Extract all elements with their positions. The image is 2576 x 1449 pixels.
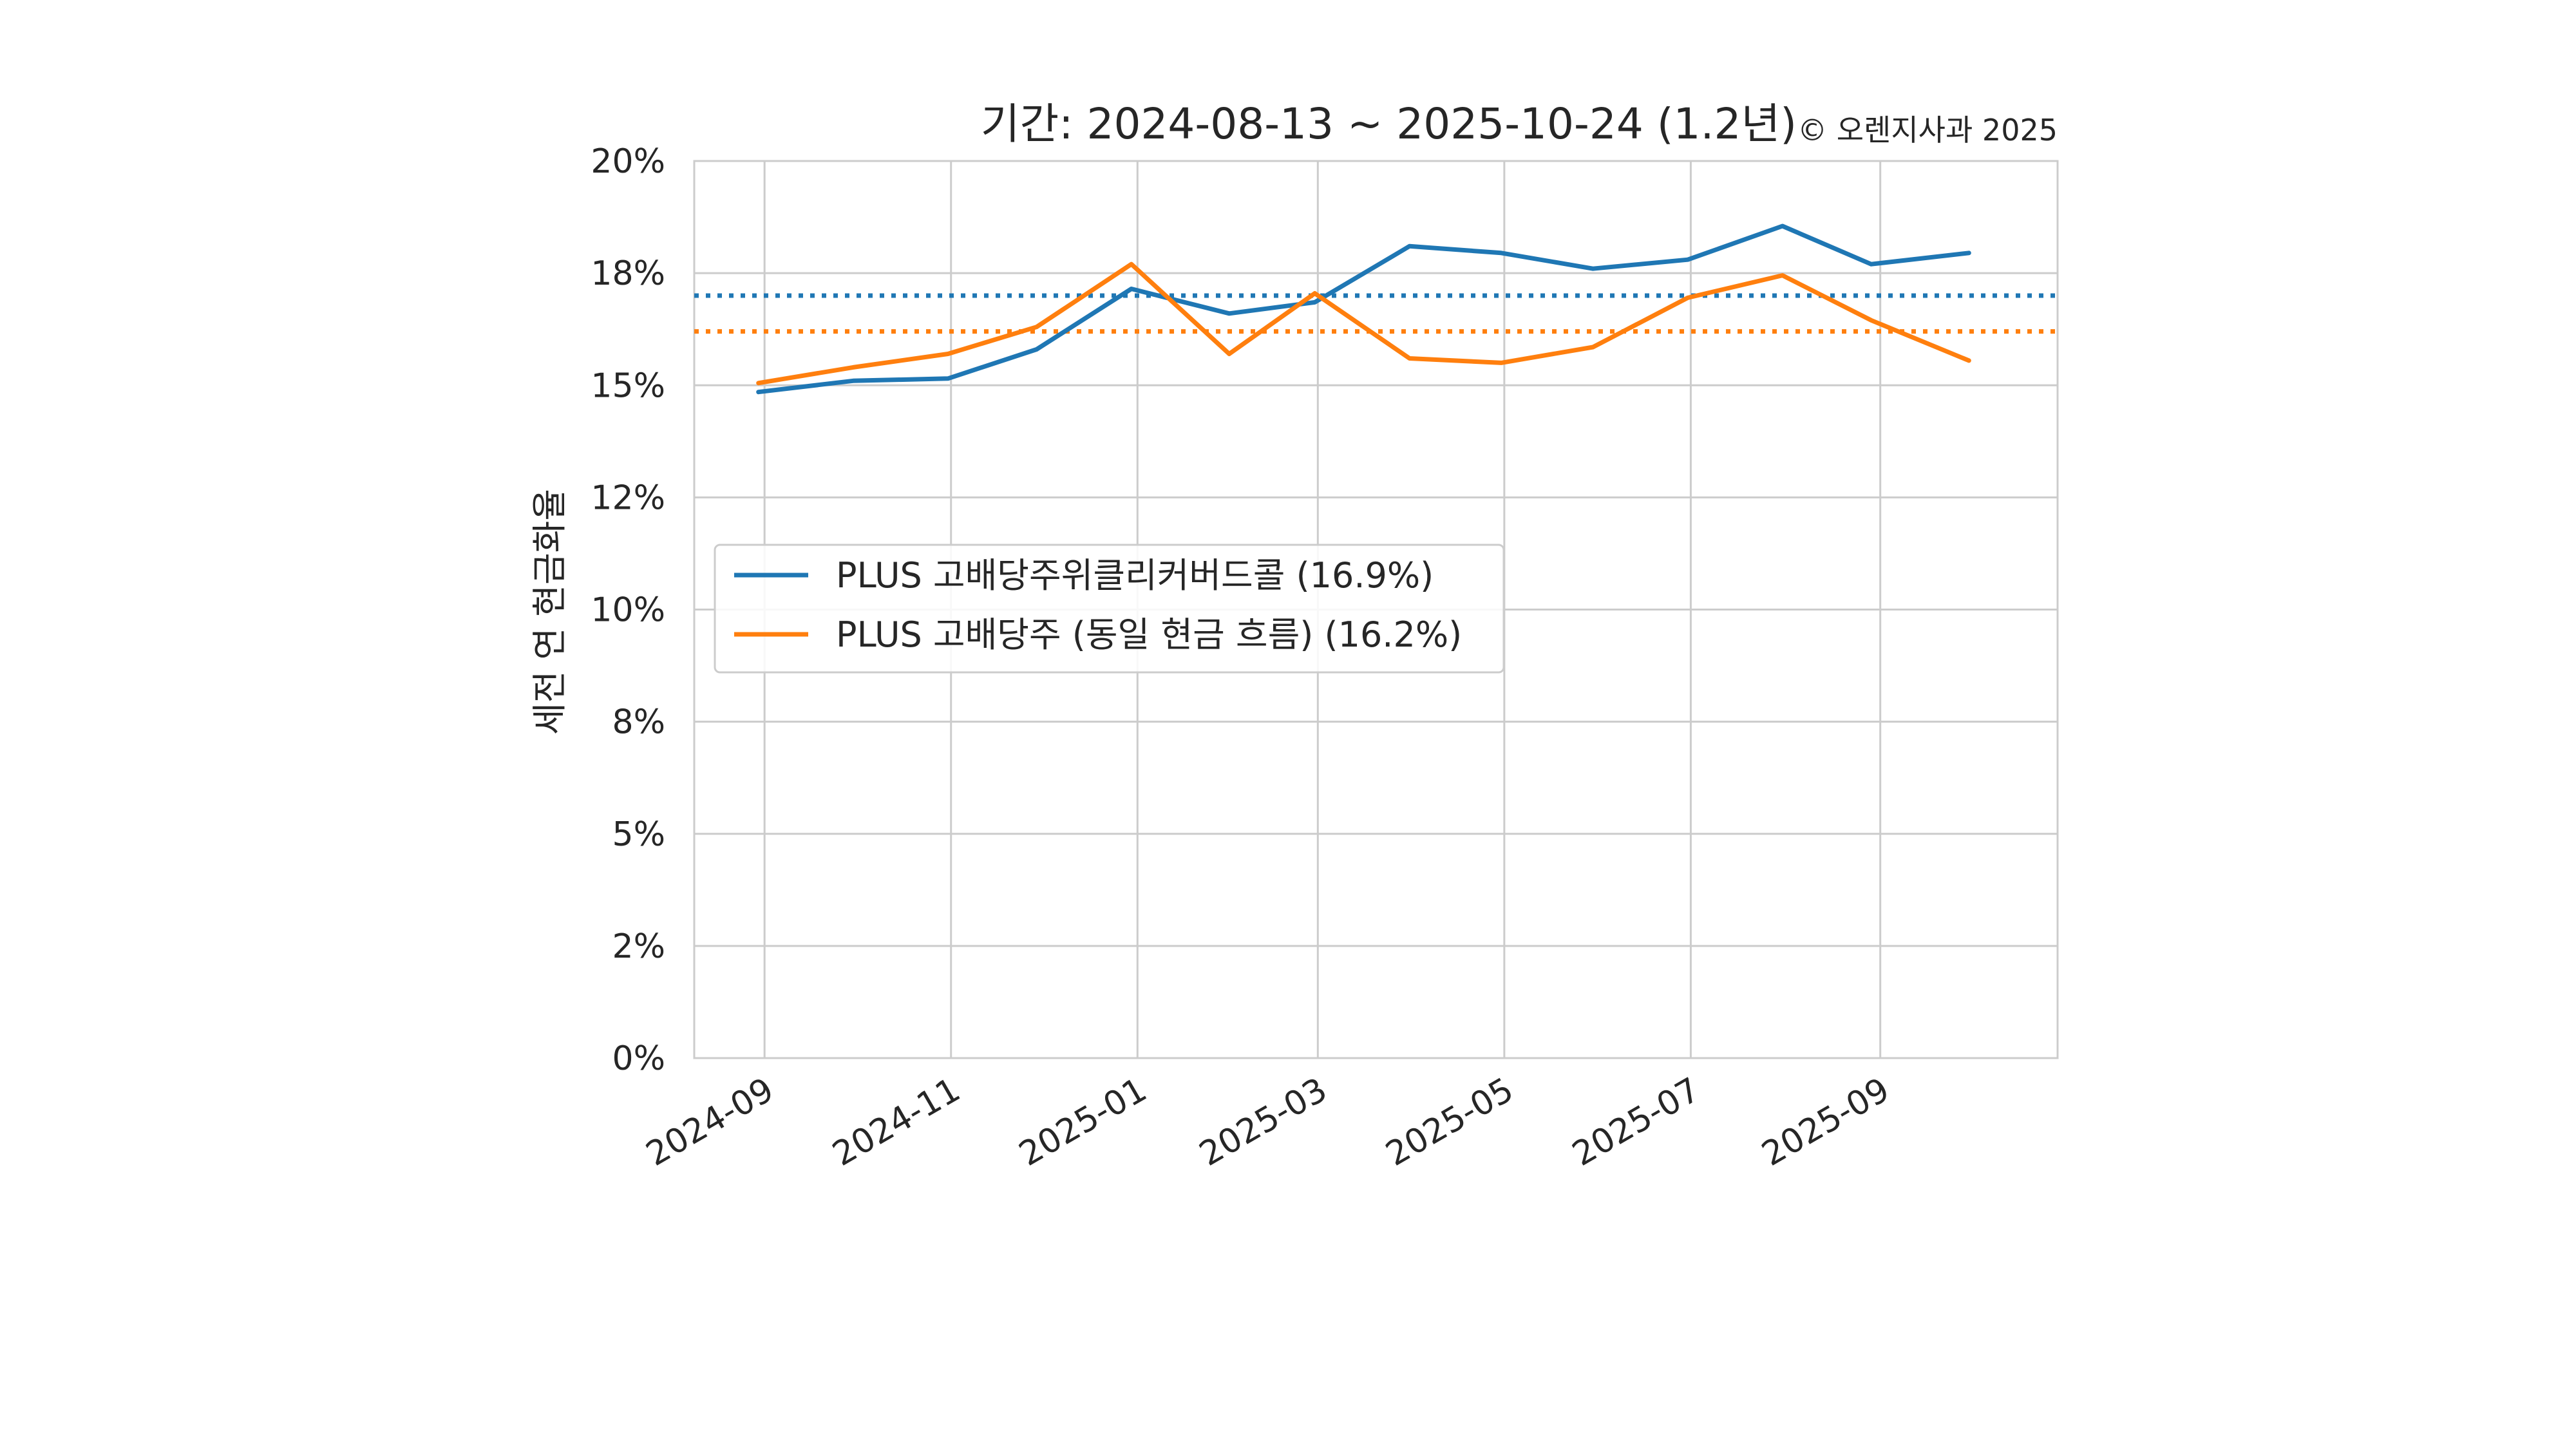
mean-lines bbox=[694, 293, 2058, 334]
y-tick-label: 8% bbox=[612, 703, 666, 742]
chart-title: 기간: 2024-08-13 ~ 2025-10-24 (1.2년) bbox=[981, 99, 1797, 149]
y-tick-label: 20% bbox=[591, 142, 665, 181]
series-line-2 bbox=[756, 261, 1971, 386]
legend-box bbox=[714, 544, 1505, 674]
y-tick-label: 12% bbox=[591, 478, 665, 517]
y-tick-label: 15% bbox=[591, 366, 665, 405]
plot-frame bbox=[693, 160, 2059, 1059]
legend-label-series-2: PLUS 고배당주 (동일 현금 흐름) (16.2%) bbox=[836, 614, 1462, 655]
y-axis-label: 세전 연 현금화율 bbox=[529, 489, 570, 735]
legend: PLUS 고배당주위클리커버드콜 (16.9%) PLUS 고배당주 (동일 현… bbox=[714, 544, 1505, 674]
y-tick-labels: 0% 2% 5% 8% 10% 12% 15% 18% 20% bbox=[591, 142, 665, 1078]
series-line-1 bbox=[756, 223, 1971, 395]
series-lines bbox=[756, 223, 1971, 395]
y-tick-label: 10% bbox=[591, 591, 665, 630]
y-tick-label: 0% bbox=[612, 1039, 666, 1078]
legend-label-series-1: PLUS 고배당주위클리커버드콜 (16.9%) bbox=[836, 555, 1434, 596]
y-tick-label: 5% bbox=[612, 815, 666, 854]
y-tick-label: 18% bbox=[591, 254, 665, 293]
copyright-note: © 오렌지사과 2025 bbox=[1797, 113, 2058, 147]
y-tick-label: 2% bbox=[612, 927, 666, 966]
